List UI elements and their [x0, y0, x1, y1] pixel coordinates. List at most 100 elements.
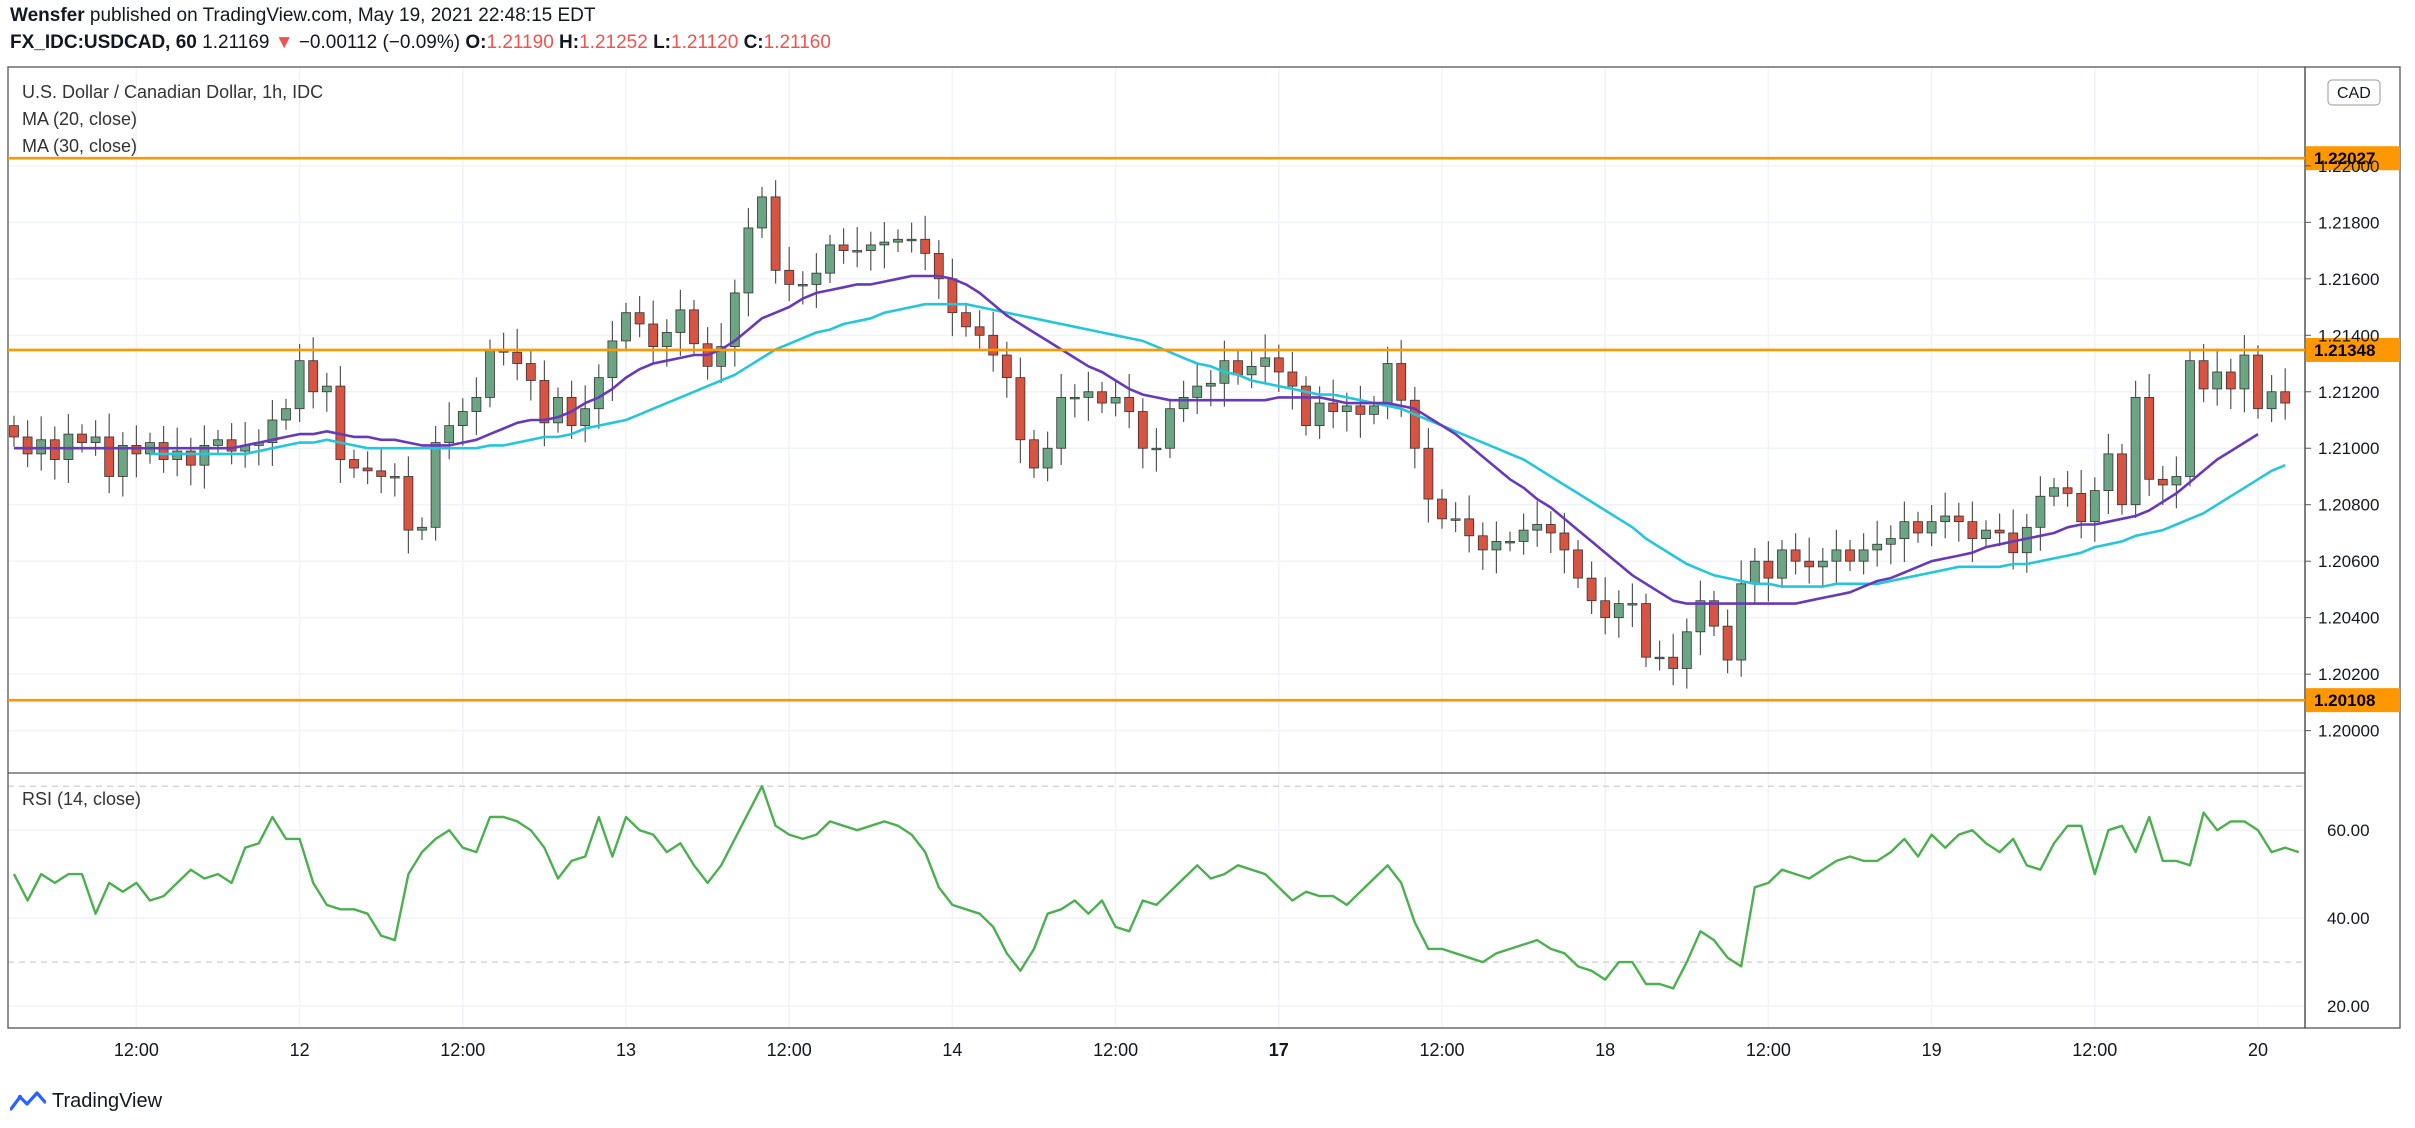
candle-up — [1341, 405, 1352, 412]
currency-label: CAD — [2337, 85, 2371, 102]
time-tick-label: 12:00 — [1093, 1040, 1138, 1060]
candle-up — [2266, 391, 2277, 410]
candle-down — [1001, 354, 1012, 379]
candle-up — [63, 433, 74, 460]
candle-down — [838, 244, 849, 251]
down-arrow-icon: ▼ — [274, 32, 294, 53]
rsi-tick-label: 40.00 — [2327, 909, 2370, 928]
candle-down — [1641, 603, 1651, 658]
candle-up — [852, 250, 863, 253]
ma20-legend[interactable]: MA (20, close) — [22, 109, 138, 129]
publisher-name[interactable]: Wensfer — [10, 5, 85, 26]
candle-up — [757, 196, 767, 229]
candle-down — [1464, 518, 1475, 537]
candle-down — [1437, 498, 1447, 520]
candle-up — [1260, 357, 1271, 367]
candle-up — [621, 312, 631, 342]
candle-down — [104, 436, 115, 477]
price-tick-label: 1.21800 — [2318, 213, 2379, 232]
candle-up — [1736, 583, 1747, 661]
candle-up — [117, 445, 128, 477]
candle-down — [512, 351, 523, 364]
price-axis-frame — [2304, 66, 2401, 1029]
candle-down — [403, 476, 414, 531]
rsi-tick-label: 20.00 — [2327, 997, 2370, 1016]
footer-brand[interactable]: TradingView — [52, 1089, 163, 1112]
candle-down — [634, 312, 645, 325]
candle-up — [1654, 656, 1665, 660]
candle-down — [1355, 405, 1366, 415]
candle-down — [376, 470, 387, 477]
price-chart[interactable]: 1.22027 1.21348 1.20108 1.22000 1.21800 1.216… — [0, 0, 2415, 1080]
close-label: C: — [743, 32, 764, 53]
symbol-label: FX_IDC:USDCAD, 60 — [10, 32, 197, 53]
high-label: H: — [559, 32, 580, 53]
candle-up — [1831, 549, 1842, 562]
candle-down — [362, 467, 373, 472]
price-change: −0.00112 (−0.09%) — [298, 32, 461, 53]
candle-up — [1613, 603, 1624, 619]
candle-up — [430, 442, 441, 528]
time-tick-label: 12 — [290, 1040, 310, 1060]
candle-up — [1817, 560, 1828, 568]
candle-down — [933, 252, 944, 280]
level-price-label: 1.20108 — [2314, 691, 2375, 710]
candle-down — [974, 326, 985, 336]
candle-down — [1409, 399, 1420, 449]
open-value: 1.21190 — [486, 32, 554, 53]
price-tick-label: 1.20800 — [2318, 496, 2379, 515]
candle-up — [471, 397, 482, 412]
candle-down — [1586, 577, 1597, 602]
published-text: published on TradingView.com, May 19, 20… — [89, 5, 596, 26]
candle-up — [389, 476, 400, 479]
high-value: 1.21252 — [579, 32, 648, 53]
candle-up — [893, 238, 903, 243]
candle-up — [2130, 397, 2141, 506]
chart-title: U.S. Dollar / Canadian Dollar, 1h, IDC — [22, 82, 324, 102]
candle-down — [1301, 385, 1311, 427]
candle-up — [2103, 453, 2114, 492]
price-tick-label: 1.21200 — [2318, 383, 2379, 402]
time-tick-label: 19 — [1922, 1040, 1942, 1060]
candle-down — [2144, 397, 2155, 480]
candle-up — [825, 244, 835, 274]
level-price-tag — [2306, 337, 2400, 362]
candle-up — [1940, 515, 1951, 523]
candle-down — [1845, 549, 1855, 562]
candle-down — [226, 439, 237, 452]
time-tick-label: 18 — [1595, 1040, 1615, 1060]
rsi-legend[interactable]: RSI (14, close) — [22, 789, 142, 809]
price-tick-label: 1.21000 — [2318, 439, 2379, 458]
candle-down — [525, 363, 536, 381]
candle-down — [1233, 360, 1243, 376]
candle-up — [661, 332, 672, 347]
candle-down — [1600, 600, 1611, 619]
candle-down — [1804, 560, 1815, 568]
candle-up — [1178, 397, 1189, 410]
candle-up — [1681, 631, 1692, 669]
candle-up — [811, 272, 822, 285]
candle-down — [308, 360, 319, 393]
candle-down — [9, 425, 19, 438]
candle-down — [1709, 600, 1719, 627]
candle-down — [1328, 402, 1339, 412]
candle-up — [267, 419, 278, 443]
candle-up — [675, 309, 686, 333]
ohlc-header: FX_IDC:USDCAD, 60 1.21169 ▼ −0.00112 (−0… — [10, 32, 831, 54]
candle-down — [1396, 363, 1407, 401]
candle-up — [1695, 600, 1706, 633]
candle-down — [22, 436, 33, 455]
candle-up — [1042, 447, 1053, 469]
candle-up — [743, 227, 754, 294]
candle-up — [1532, 524, 1543, 531]
low-value: 1.21120 — [671, 32, 739, 53]
candle-up — [199, 445, 210, 466]
candle-down — [961, 312, 971, 328]
ma30-legend[interactable]: MA (30, close) — [22, 136, 138, 156]
open-label: O: — [465, 32, 487, 53]
candle-down — [1287, 371, 1298, 387]
candle-up — [1069, 397, 1080, 400]
rsi-line — [12, 785, 2300, 990]
price-tick-label: 1.21400 — [2318, 326, 2379, 345]
candle-up — [1518, 529, 1529, 542]
